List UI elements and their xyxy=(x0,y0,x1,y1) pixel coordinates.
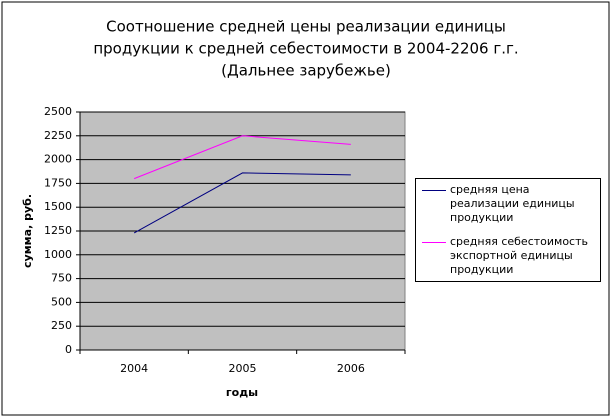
y-tick-label: 750 xyxy=(51,272,72,285)
chart-title: (Дальнее зарубежье) xyxy=(221,62,391,80)
legend-label: средняя себестоимость экспортной единицы… xyxy=(450,235,588,276)
chart-title: Соотношение средней цены реализации един… xyxy=(106,18,506,36)
legend-item: средняя цена реализации единицы продукци… xyxy=(418,183,598,225)
x-tick-label: 2004 xyxy=(120,362,148,375)
y-tick-label: 2000 xyxy=(44,153,72,166)
series-line xyxy=(133,172,351,234)
legend-swatch xyxy=(422,190,446,191)
legend-label: средняя цена реализации единицы продукци… xyxy=(450,183,575,224)
y-axis-label: сумма, руб. xyxy=(21,194,34,268)
chart-title: продукции к средней себестоимости в 2004… xyxy=(93,40,518,58)
series-line xyxy=(133,135,351,180)
y-tick-label: 500 xyxy=(51,295,72,308)
legend-swatch xyxy=(422,242,446,243)
y-tick-label: 0 xyxy=(65,343,72,356)
legend-item: средняя себестоимость экспортной единицы… xyxy=(418,235,598,277)
x-tick-label: 2005 xyxy=(229,362,257,375)
x-tick-label: 2006 xyxy=(337,362,365,375)
y-tick-label: 2500 xyxy=(44,105,72,118)
y-tick-label: 1000 xyxy=(44,248,72,261)
y-tick-label: 1750 xyxy=(44,176,72,189)
y-tick-label: 1250 xyxy=(44,224,72,237)
y-tick-label: 2250 xyxy=(44,129,72,142)
legend: средняя цена реализации единицы продукци… xyxy=(415,178,601,282)
x-axis-label: годы xyxy=(226,386,258,399)
y-tick-label: 1500 xyxy=(44,200,72,213)
y-tick-label: 250 xyxy=(51,319,72,332)
